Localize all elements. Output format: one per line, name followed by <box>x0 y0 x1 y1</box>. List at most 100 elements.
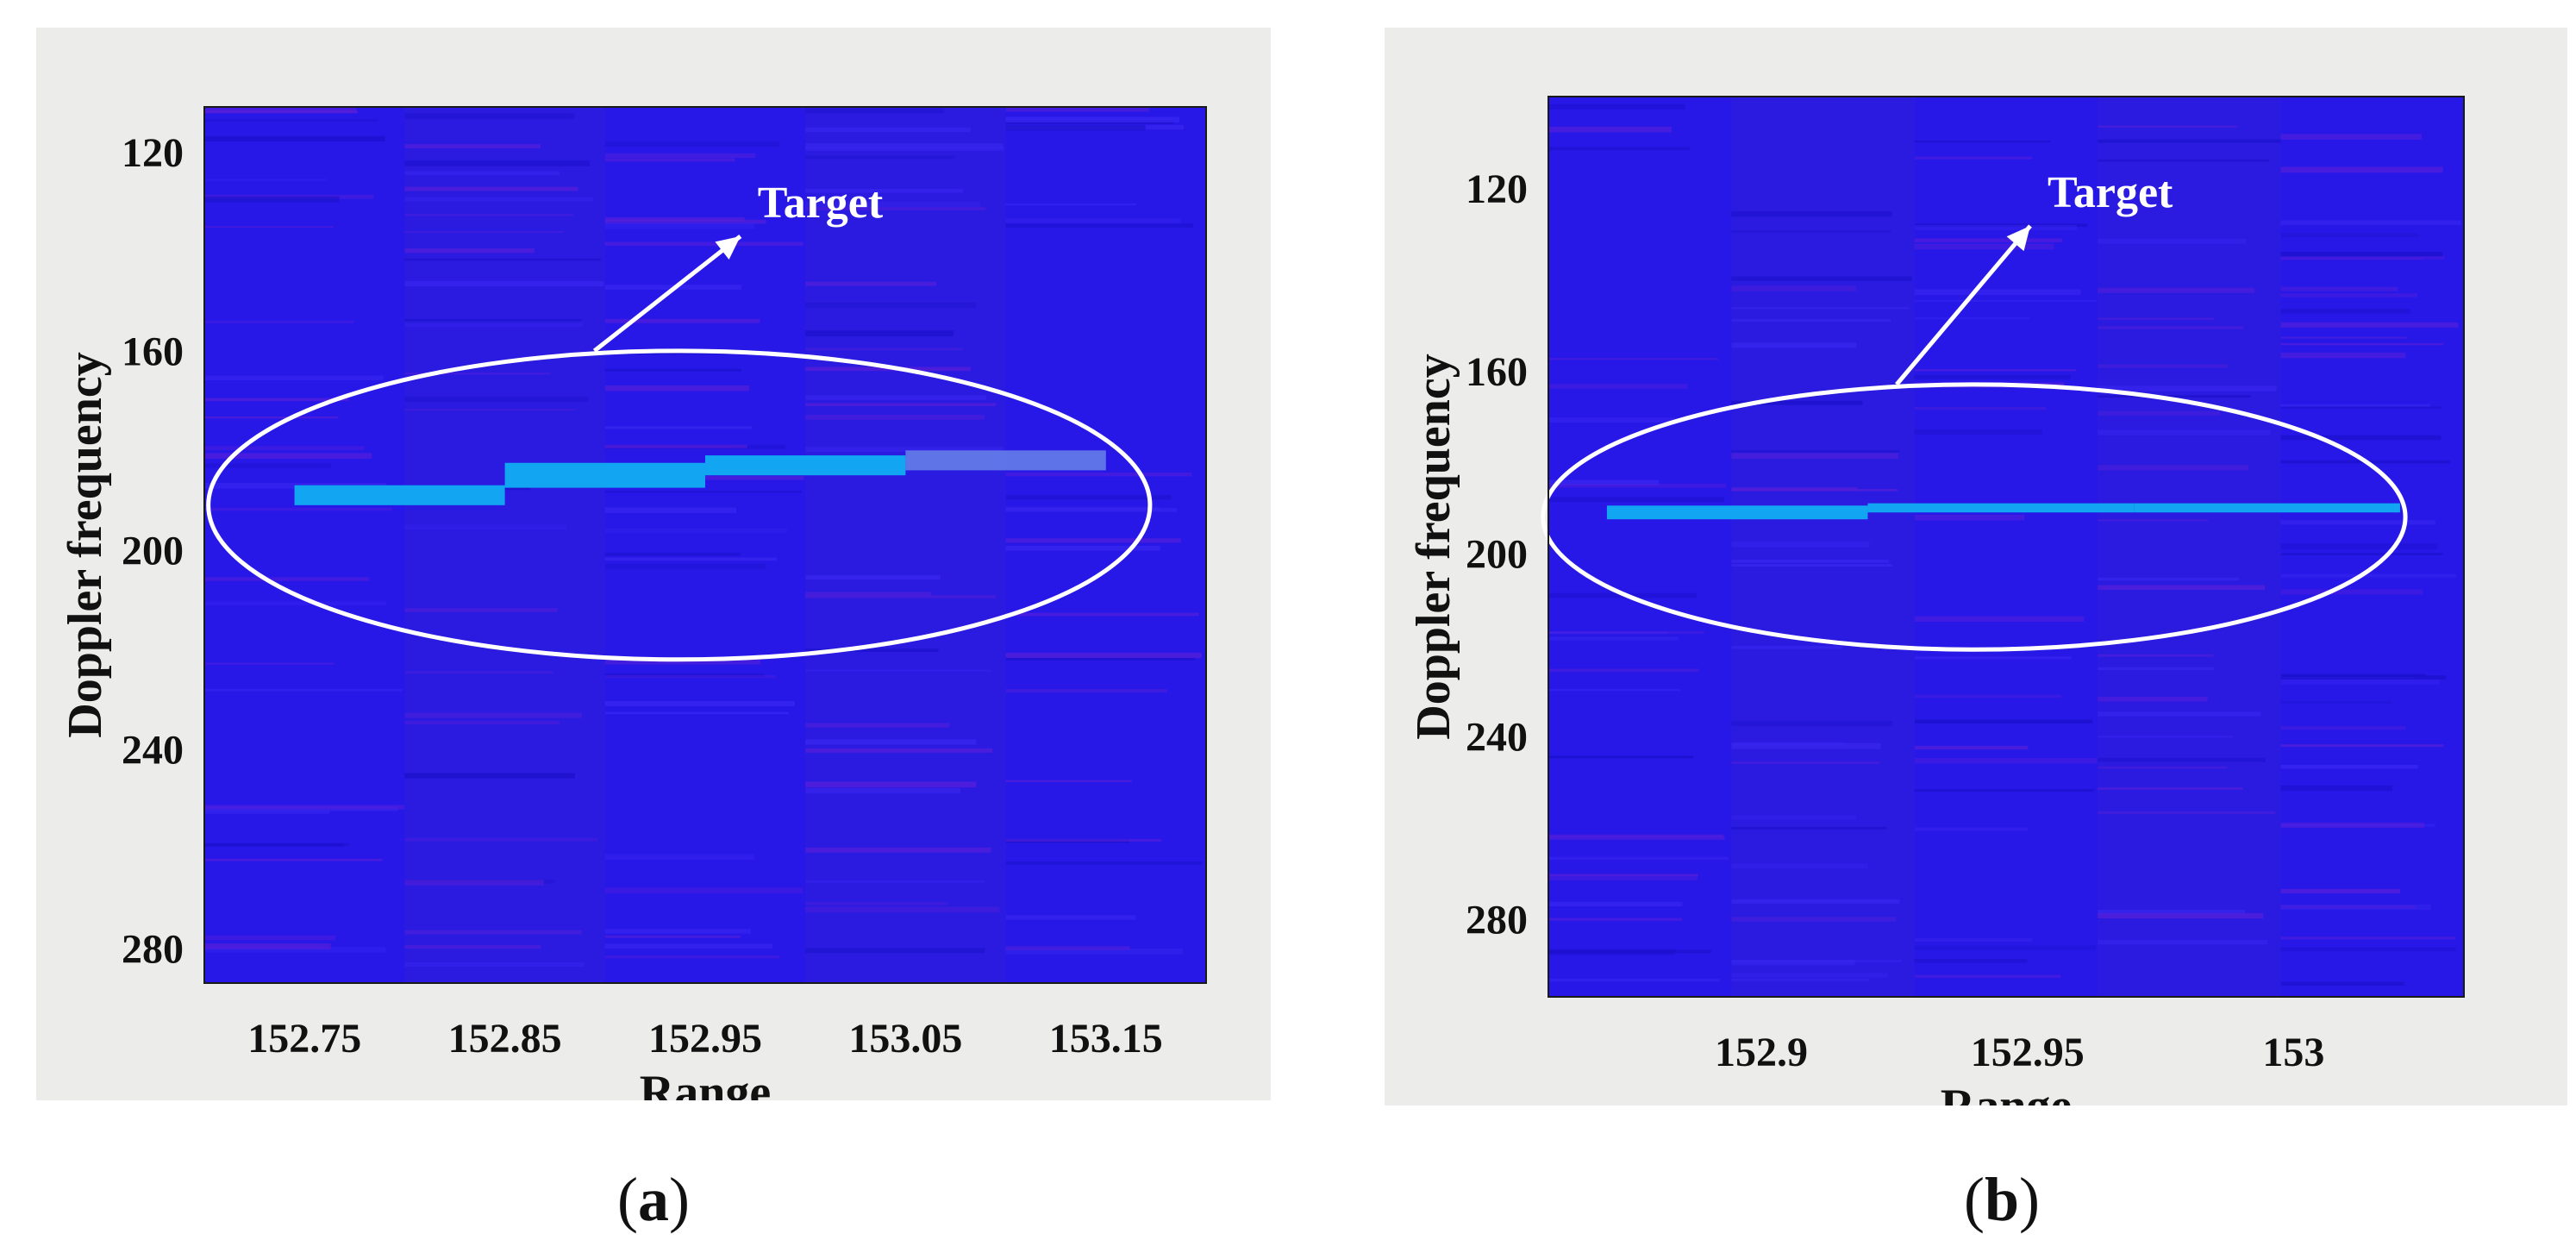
heatmap-cell <box>404 197 594 202</box>
heatmap-cell <box>2098 317 2215 320</box>
heatmap-cell <box>2098 139 2281 143</box>
heatmap-cell <box>2280 905 2416 909</box>
heatmap-cell <box>1548 874 1698 880</box>
heatmap-cell <box>604 887 803 894</box>
heatmap-cell <box>404 930 582 935</box>
heatmap-cell <box>2098 757 2266 762</box>
target-ellipse <box>206 348 1153 662</box>
heatmap-cell <box>404 113 575 119</box>
heatmap-cell <box>805 403 997 406</box>
x-tick-label: 153.15 <box>1049 1016 1163 1062</box>
heatmap-cell <box>204 806 398 811</box>
heatmap-cell <box>805 207 986 210</box>
heatmap-cell <box>2280 336 2407 339</box>
heatmap-cell <box>1914 238 2063 242</box>
heatmap-cell <box>2098 696 2208 702</box>
heatmap-cell <box>1005 652 1202 659</box>
heatmap-cell <box>1914 299 2097 302</box>
heatmap-cell <box>604 673 764 677</box>
heatmap-a: Target 120 160 200 240 280 152.75 152.85 152.95 1… <box>59 106 1207 1100</box>
y-tick-label: 160 <box>122 329 184 375</box>
target-segment <box>294 485 505 505</box>
heatmap-cell <box>604 219 766 224</box>
heatmap-cell <box>404 248 535 254</box>
heatmap-cell <box>204 842 349 847</box>
heatmap-cell <box>204 196 340 203</box>
heatmap-cell <box>1005 204 1137 206</box>
heatmap-cell <box>1731 742 1881 749</box>
heatmap-cell <box>1731 230 1891 233</box>
heatmap-cell <box>604 426 753 429</box>
heatmap-cell <box>1005 861 1203 865</box>
heatmap-cell <box>2280 589 2423 595</box>
heatmap-cell <box>1005 949 1184 955</box>
heatmap-cell <box>204 947 386 953</box>
heatmap-column <box>2098 97 2281 997</box>
heatmap-cell <box>1731 307 1910 310</box>
heatmap-cell <box>204 577 370 581</box>
heatmap-cell <box>2098 238 2247 244</box>
heatmap-cell <box>1914 369 2077 372</box>
heatmap-cell <box>604 222 754 229</box>
heatmap-cell <box>204 805 404 810</box>
heatmap-cell <box>604 955 780 959</box>
heatmap-cell <box>2280 822 2425 829</box>
heatmap-cell <box>1731 453 1898 460</box>
chart-panel-a: Target 120 160 200 240 280 152.75 152.85 152.95 1… <box>36 28 1271 1100</box>
heatmap-cell <box>204 662 335 665</box>
heatmap-cell <box>404 258 601 261</box>
heatmap-cell <box>204 688 403 692</box>
heatmap-cell <box>805 127 971 133</box>
heatmap-cell <box>604 943 772 949</box>
heatmap-cell <box>204 320 354 323</box>
y-tick-label: 280 <box>122 926 184 972</box>
heatmap-cell <box>204 463 331 468</box>
heatmap-column <box>604 107 806 983</box>
heatmap-cell <box>2098 519 2209 522</box>
heatmap-cell <box>1914 514 2025 521</box>
heatmap-cell <box>805 108 945 114</box>
heatmap-cell <box>2280 679 2440 685</box>
heatmap-cell <box>604 241 803 247</box>
heatmap-cell <box>1731 276 1912 281</box>
heatmap-cell <box>2098 654 2214 657</box>
heatmap-cell <box>2098 766 2228 769</box>
plot-area: Target <box>1541 96 2465 998</box>
heatmap-cell <box>1548 918 1683 921</box>
heatmap-cell <box>805 787 961 793</box>
heatmap-cell <box>404 214 573 216</box>
y-axis-label: Doppler frequency <box>1407 354 1460 739</box>
heatmap-cell <box>404 944 541 949</box>
x-tick-label: 152.85 <box>448 1016 562 1062</box>
heatmap-cell <box>2098 326 2244 329</box>
heatmap-cell <box>805 201 981 208</box>
target-segment <box>1606 505 1868 520</box>
heatmap-cell <box>604 528 787 533</box>
heatmap-cell <box>204 446 365 450</box>
heatmap-cell <box>204 417 339 419</box>
heatmap-cell <box>2098 395 2252 398</box>
x-tick-label: 152.95 <box>648 1016 762 1062</box>
heatmap-cell <box>604 552 741 556</box>
target-segment <box>905 450 1106 471</box>
heatmap-cell <box>1914 156 2032 160</box>
heatmap-cell <box>404 171 560 176</box>
x-tick-label: 153.05 <box>848 1016 962 1062</box>
heatmap-cell <box>805 189 964 193</box>
y-tick-label: 120 <box>122 130 184 176</box>
heatmap-cell <box>805 669 991 672</box>
heatmap-cell <box>1005 508 1178 512</box>
heatmap-cell <box>604 854 754 861</box>
heatmap-cell <box>604 318 760 323</box>
x-axis-label: Range <box>640 1066 771 1100</box>
heatmap-cell <box>1548 631 1704 634</box>
heatmap-cell <box>1005 612 1199 617</box>
x-tick-label: 152.9 <box>1715 1030 1808 1075</box>
heatmap-cell <box>1914 937 2033 943</box>
heatmap-cell <box>2098 667 2214 671</box>
heatmap-cell <box>404 608 558 612</box>
annotation-arrowhead <box>715 236 741 260</box>
heatmap-cell <box>1731 761 1880 764</box>
target-segment <box>2134 503 2400 513</box>
heatmap-cell <box>2098 711 2261 717</box>
